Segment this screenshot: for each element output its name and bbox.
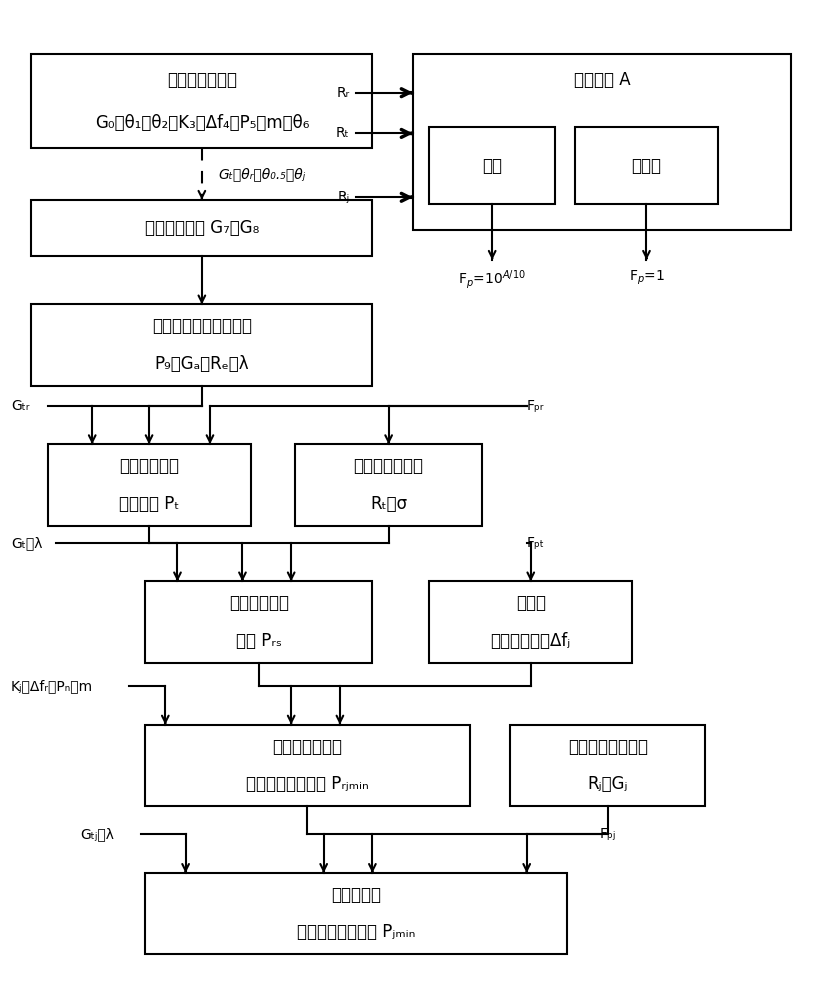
Text: 功率 Pᵣₛ: 功率 Pᵣₛ [235, 632, 282, 650]
Text: G₀、θ₁、θ₂、K₃、Δf₄、P₅、m、θ₆: G₀、θ₁、θ₂、K₃、Δf₄、P₅、m、θ₆ [95, 114, 309, 132]
Bar [48, 444, 250, 526]
Text: 计算雷达信号: 计算雷达信号 [119, 457, 179, 475]
Text: 路径损耗 A: 路径损耗 A [573, 71, 630, 89]
Text: Kⱼ、Δfᵣ、Pₙ、m: Kⱼ、Δfᵣ、Pₙ、m [11, 679, 93, 693]
Text: Gₜ、θᵣ、θ₀.₅、θⱼ: Gₜ、θᵣ、θ₀.₅、θⱼ [218, 167, 306, 181]
Text: Fₚₜ: Fₚₜ [527, 536, 544, 550]
Bar [430, 581, 632, 663]
Text: 发射功率 Pₜ: 发射功率 Pₜ [119, 495, 179, 513]
Bar [295, 444, 482, 526]
Text: 计算目标回波: 计算目标回波 [229, 594, 289, 612]
Text: 考虑: 考虑 [482, 157, 502, 175]
Bar [31, 54, 373, 148]
Bar [145, 725, 470, 806]
Text: Rₜ: Rₜ [336, 126, 349, 140]
Bar [576, 127, 718, 204]
Bar [31, 304, 373, 386]
Text: P₉、Gₐ、Rₑ、λ: P₉、Gₐ、Rₑ、λ [154, 355, 249, 373]
Text: Rⱼ、Gⱼ: Rⱼ、Gⱼ [587, 775, 628, 793]
Text: Fₚᵣ: Fₚᵣ [527, 399, 544, 413]
Text: 有效干扰功率范围 Pⱼₘᵢₙ: 有效干扰功率范围 Pⱼₘᵢₙ [297, 923, 415, 941]
Text: Rⱼ: Rⱼ [338, 190, 349, 204]
Text: 计算天线增益 G₇、G₈: 计算天线增益 G₇、G₈ [145, 219, 259, 237]
Text: 初始化目标参数: 初始化目标参数 [354, 457, 424, 475]
Text: 计算干扰机: 计算干扰机 [331, 886, 381, 904]
Bar [430, 127, 555, 204]
Bar [413, 54, 790, 230]
Text: F$_p$=1: F$_p$=1 [629, 268, 664, 287]
Text: 初始化干扰机参数: 初始化干扰机参数 [568, 738, 648, 756]
Text: 初始化: 初始化 [515, 594, 546, 612]
Text: 初始化雷达参数: 初始化雷达参数 [167, 71, 237, 89]
Bar [145, 873, 567, 954]
Text: 初始化侦察机处理参数: 初始化侦察机处理参数 [152, 317, 252, 335]
Bar [510, 725, 705, 806]
Text: Gₜᵣ: Gₜᵣ [11, 399, 30, 413]
Bar [31, 200, 373, 256]
Text: 不考虑: 不考虑 [632, 157, 662, 175]
Text: Gₜⱼ、λ: Gₜⱼ、λ [80, 827, 114, 841]
Text: Rᵣ: Rᵣ [336, 86, 349, 100]
Text: Gₜ、λ: Gₜ、λ [11, 536, 42, 550]
Text: 计算雷达接收机: 计算雷达接收机 [273, 738, 343, 756]
Text: 有效干扰功率范围 Pᵣⱼₘᵢₙ: 有效干扰功率范围 Pᵣⱼₘᵢₙ [246, 775, 368, 793]
Text: 干扰信号带宽Δfⱼ: 干扰信号带宽Δfⱼ [491, 632, 571, 650]
Text: Rₜ、σ: Rₜ、σ [370, 495, 407, 513]
Text: F$_p$=10$^{A/10}$: F$_p$=10$^{A/10}$ [458, 268, 526, 291]
Text: Fₚⱼ: Fₚⱼ [600, 827, 616, 841]
Bar [145, 581, 373, 663]
